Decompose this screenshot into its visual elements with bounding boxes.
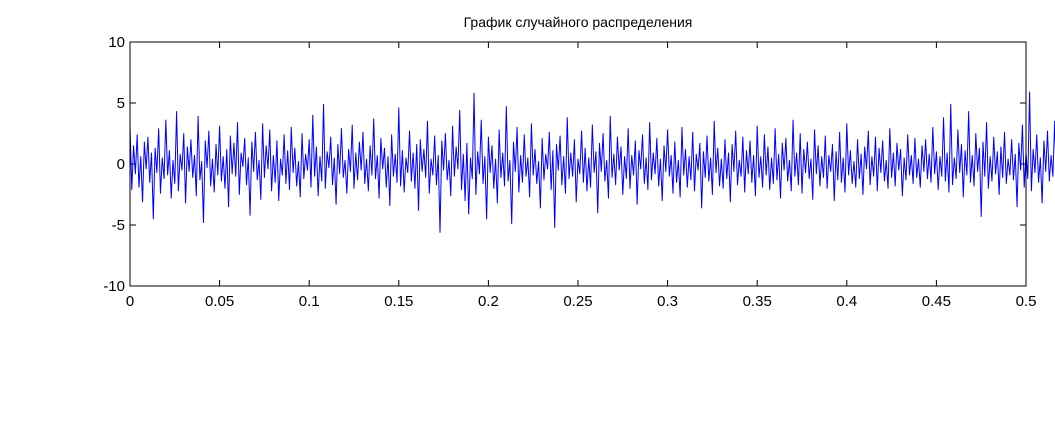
y-tick-label: 5 [117, 95, 125, 112]
x-tick-label: 0 [126, 293, 134, 310]
x-tick-label: 0.5 [1016, 293, 1037, 310]
x-tick-label: 0.15 [384, 293, 413, 310]
series-layer [129, 91, 1055, 233]
y-tick-label: 10 [108, 34, 125, 51]
x-tick-label: 0.3 [657, 293, 678, 310]
x-tick-label: 0.35 [743, 293, 772, 310]
chart-title: График случайного распределения [464, 14, 693, 30]
x-tick-label: 0.45 [922, 293, 951, 310]
x-tick-label: 0.25 [563, 293, 592, 310]
y-tick-label: -10 [103, 278, 125, 295]
tick-labels-layer: 0 0.05 0.1 0.15 0.2 0.25 0.3 0.35 0.4 0.45 0.5 10 5 0… [103, 34, 1036, 310]
series-line [129, 91, 1055, 233]
y-tick-label: -5 [112, 217, 125, 234]
x-tick-label: 0.4 [836, 293, 857, 310]
y-tick-label: 0 [117, 156, 125, 173]
axes-box [129, 41, 1027, 287]
x-tick-label: 0.1 [299, 293, 320, 310]
x-tick-label: 0.05 [205, 293, 234, 310]
x-tick-label: 0.2 [478, 293, 499, 310]
